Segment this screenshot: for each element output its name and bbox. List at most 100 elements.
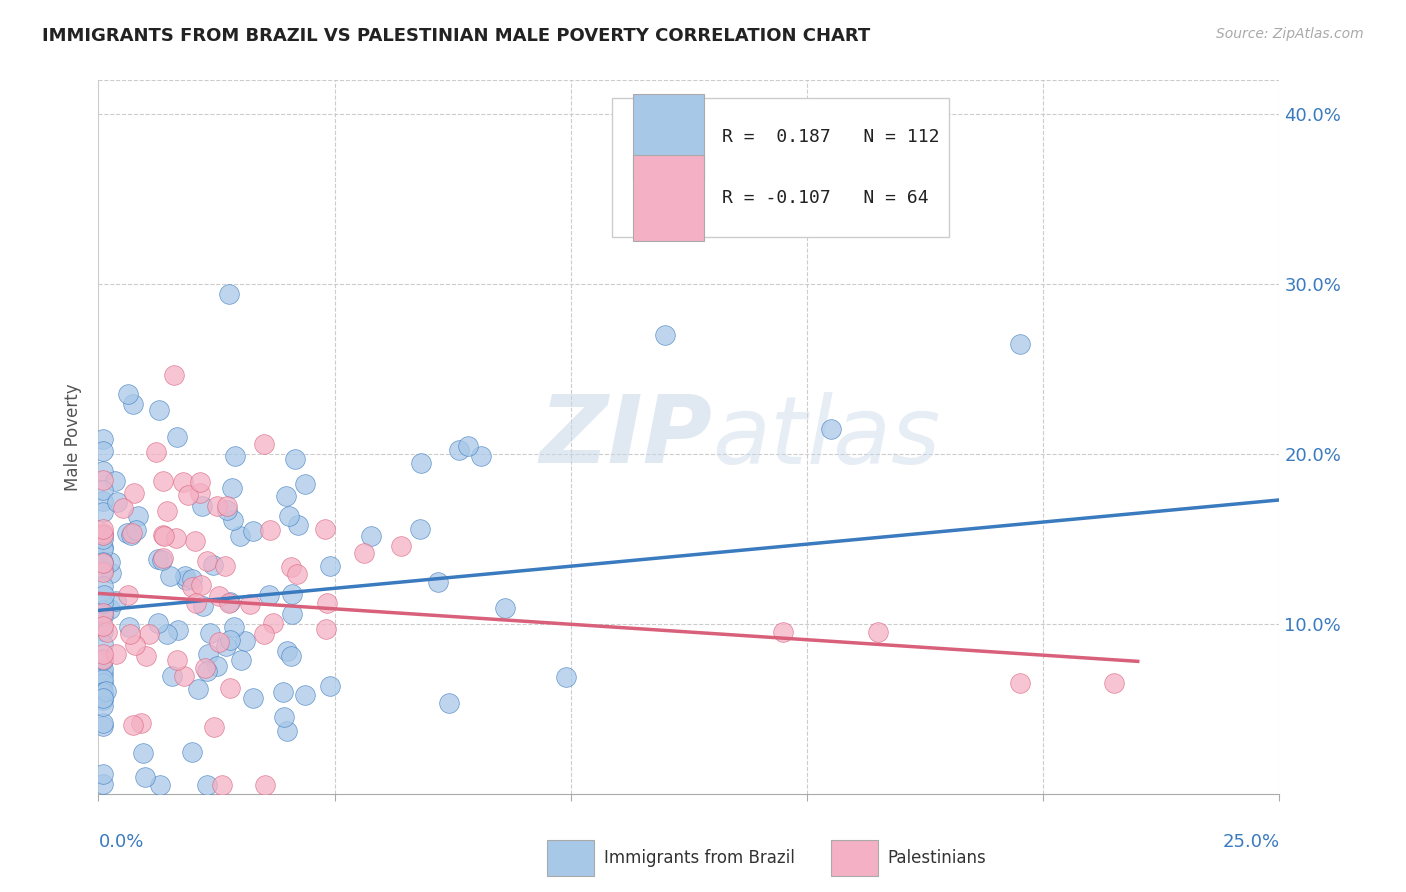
Point xyxy=(134,771,156,785)
Point xyxy=(222,513,245,527)
Point xyxy=(318,558,340,573)
Point xyxy=(111,500,134,515)
Point xyxy=(91,685,114,699)
Point xyxy=(105,647,128,661)
Point xyxy=(1102,676,1125,690)
Point xyxy=(91,464,114,478)
Point xyxy=(654,328,676,343)
Point xyxy=(554,670,576,684)
Point xyxy=(91,666,114,681)
Point xyxy=(98,602,121,616)
Point xyxy=(184,533,207,548)
Text: Palestinians: Palestinians xyxy=(887,849,986,867)
Point xyxy=(91,522,114,536)
Point xyxy=(257,588,280,602)
Point xyxy=(91,540,114,554)
Text: R =  0.187   N = 112: R = 0.187 N = 112 xyxy=(723,128,939,146)
Point xyxy=(91,566,114,580)
Text: Immigrants from Brazil: Immigrants from Brazil xyxy=(605,849,794,867)
Point xyxy=(135,648,157,663)
Point xyxy=(242,524,264,539)
Point xyxy=(195,778,218,792)
Point xyxy=(215,503,238,517)
Point xyxy=(145,445,167,459)
Point xyxy=(287,518,309,533)
Point xyxy=(202,720,225,734)
Point xyxy=(173,669,195,683)
Point xyxy=(1008,336,1031,351)
Point xyxy=(276,724,298,739)
Point xyxy=(315,623,337,637)
FancyBboxPatch shape xyxy=(634,95,704,180)
Text: R = -0.107   N = 64: R = -0.107 N = 64 xyxy=(723,189,928,207)
Point xyxy=(152,529,174,543)
Point xyxy=(117,387,139,401)
Point xyxy=(172,475,194,489)
Point xyxy=(91,525,114,540)
Point xyxy=(280,648,302,663)
Point xyxy=(866,625,889,640)
Point xyxy=(271,685,294,699)
Y-axis label: Male Poverty: Male Poverty xyxy=(65,384,83,491)
Point xyxy=(202,558,225,573)
Point xyxy=(115,525,138,540)
Point xyxy=(195,554,218,568)
Point xyxy=(132,747,155,761)
Text: 25.0%: 25.0% xyxy=(1222,833,1279,851)
Point xyxy=(146,551,169,566)
Point xyxy=(254,778,277,792)
Point xyxy=(273,709,295,723)
Point xyxy=(91,653,114,667)
Point xyxy=(215,499,238,513)
Point xyxy=(188,475,211,489)
Point xyxy=(91,483,114,497)
Point xyxy=(389,539,412,553)
Point xyxy=(166,624,188,638)
Point xyxy=(276,644,298,658)
Point xyxy=(104,594,127,608)
Point xyxy=(190,500,212,514)
Text: Source: ZipAtlas.com: Source: ZipAtlas.com xyxy=(1216,27,1364,41)
Point xyxy=(274,489,297,503)
Point xyxy=(98,555,121,569)
Point xyxy=(211,778,233,792)
Text: 0.0%: 0.0% xyxy=(98,833,143,851)
Point xyxy=(229,529,252,543)
Point xyxy=(91,698,114,713)
Point xyxy=(152,551,174,566)
Point xyxy=(104,474,127,488)
Point xyxy=(127,509,149,524)
Point xyxy=(229,653,252,667)
Point xyxy=(152,474,174,488)
Point xyxy=(91,691,114,706)
Point xyxy=(91,563,114,577)
Point xyxy=(160,668,183,682)
Point xyxy=(174,573,197,587)
Point xyxy=(152,528,174,542)
Point xyxy=(277,508,299,523)
Point xyxy=(188,485,211,500)
Point xyxy=(91,652,114,666)
Point xyxy=(198,626,221,640)
Point xyxy=(118,620,141,634)
Point xyxy=(91,619,114,633)
Point xyxy=(121,525,143,540)
Point xyxy=(181,573,204,587)
Point xyxy=(208,589,231,603)
Point xyxy=(122,485,145,500)
Point xyxy=(156,627,179,641)
Point xyxy=(146,616,169,631)
Point xyxy=(470,449,492,463)
Point xyxy=(195,664,218,678)
Point xyxy=(197,648,219,662)
Point xyxy=(205,500,228,514)
Point xyxy=(253,627,276,641)
Point xyxy=(91,607,114,621)
Point xyxy=(180,580,202,594)
Point xyxy=(208,635,231,649)
Point xyxy=(124,638,146,652)
Point xyxy=(166,653,188,667)
Point xyxy=(408,522,430,536)
Point xyxy=(91,647,114,661)
Point xyxy=(224,449,246,463)
